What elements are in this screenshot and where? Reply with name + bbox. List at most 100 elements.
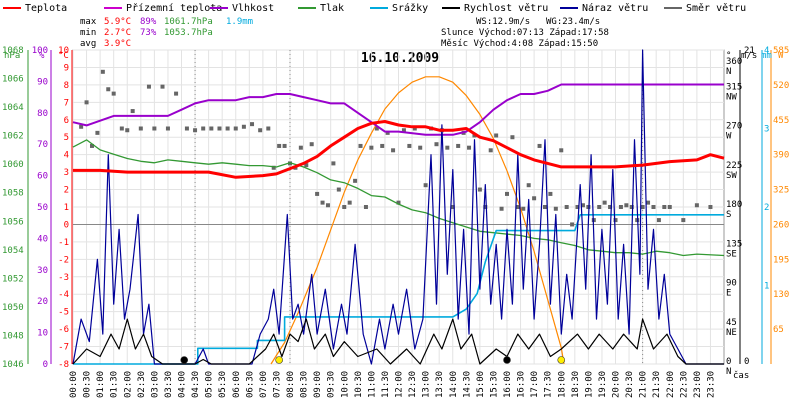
temperature-line bbox=[73, 120, 725, 179]
axes: hPa% °C1046104810501052105410561058106010… bbox=[2, 46, 789, 398]
degc-tick-3: 3 bbox=[64, 168, 69, 178]
w-tick-455: 455 bbox=[773, 116, 789, 126]
wind-dir-point-51 bbox=[401, 128, 406, 133]
legend-label-2: Vlhkost bbox=[232, 3, 274, 14]
wind-dir-point-39 bbox=[336, 187, 341, 192]
ms-tick-0: 0 bbox=[744, 357, 749, 367]
degc-tick-8: 8 bbox=[64, 81, 69, 91]
wind-dir-point-35 bbox=[315, 191, 320, 196]
wind-dir-point-27 bbox=[271, 165, 276, 170]
time-tick-33: 16:30 bbox=[517, 371, 527, 398]
wind-dir-point-16 bbox=[184, 126, 189, 131]
wind-dir-point-71 bbox=[510, 135, 515, 140]
degc-tick-2: 2 bbox=[64, 186, 69, 196]
dir-tick-deg-45: 45 bbox=[726, 318, 737, 328]
time-tick-0: 00:00 bbox=[69, 371, 79, 398]
dir-tick-name-315: NW bbox=[726, 92, 737, 102]
hpa-tick-1064: 1064 bbox=[2, 103, 24, 113]
hpa-tick-1068: 1068 bbox=[2, 46, 24, 56]
dir-tick-deg-315: 315 bbox=[726, 82, 742, 92]
w-tick-520: 520 bbox=[773, 81, 789, 91]
wind-dir-point-4 bbox=[100, 69, 105, 74]
degc-tick--4: -4 bbox=[58, 290, 69, 300]
time-tick-44: 22:00 bbox=[666, 371, 676, 398]
wind-dir-point-76 bbox=[537, 143, 542, 148]
wind-dir-point-69 bbox=[499, 206, 504, 211]
wind-dir-point-28 bbox=[277, 143, 282, 148]
degc-tick--7: -7 bbox=[58, 343, 69, 353]
time-tick-19: 09:30 bbox=[327, 371, 337, 398]
stats-temp-max: 5.9°C bbox=[104, 17, 131, 27]
wind-dir-point-24 bbox=[250, 122, 255, 127]
legend-label-6: Náraz větru bbox=[582, 2, 648, 14]
event-marker-1 bbox=[275, 356, 283, 364]
wind-dir-point-41 bbox=[347, 200, 352, 205]
time-tick-15: 07:30 bbox=[272, 371, 282, 398]
legend-label-1: Přízemní teplota bbox=[126, 2, 222, 14]
time-axis-title: čas bbox=[733, 370, 749, 381]
dir-tick-name-225: SW bbox=[726, 171, 737, 181]
time-tick-21: 10:30 bbox=[354, 371, 364, 398]
degc-tick-0: 0 bbox=[64, 220, 69, 230]
dir-tick-name-45: NE bbox=[726, 328, 737, 338]
pct-tick-50: 50 bbox=[37, 203, 48, 213]
time-tick-31: 15:30 bbox=[489, 371, 499, 398]
wind-dir-point-91 bbox=[618, 205, 623, 209]
wind-dir-point-52 bbox=[407, 143, 412, 148]
time-tick-30: 15:00 bbox=[476, 371, 486, 398]
dir-tick-deg-90: 90 bbox=[726, 279, 737, 289]
wind-dir-point-101 bbox=[681, 218, 686, 223]
stats-hum-min: 73% bbox=[140, 28, 157, 38]
wind-dir-point-36 bbox=[320, 200, 325, 205]
pct-tick-40: 40 bbox=[37, 234, 48, 244]
wind-dir-point-72 bbox=[515, 205, 520, 209]
dir-tick-deg-360: 360 bbox=[726, 57, 742, 67]
time-tick-17: 08:30 bbox=[300, 371, 310, 398]
time-tick-9: 04:30 bbox=[191, 371, 201, 398]
time-tick-28: 14:00 bbox=[449, 371, 459, 398]
wind-dir-point-15 bbox=[174, 91, 179, 96]
time-tick-29: 14:30 bbox=[462, 371, 472, 398]
wind-dir-point-20 bbox=[217, 126, 222, 131]
wind-dir-point-37 bbox=[325, 203, 330, 208]
wind-dir-point-103 bbox=[708, 205, 713, 209]
mm-tick-3: 3 bbox=[764, 125, 769, 135]
wind-dir-point-18 bbox=[201, 126, 206, 131]
degc-tick-5: 5 bbox=[64, 133, 69, 143]
wind-dir-point-3 bbox=[95, 130, 100, 135]
wind-dir-point-23 bbox=[241, 124, 246, 129]
time-tick-24: 12:00 bbox=[395, 371, 405, 398]
w-tick-195: 195 bbox=[773, 255, 789, 265]
wind-dir-point-21 bbox=[225, 126, 230, 131]
time-tick-22: 11:00 bbox=[367, 371, 377, 398]
hpa-tick-1046: 1046 bbox=[2, 360, 24, 370]
wind-dir-point-61 bbox=[456, 143, 461, 148]
degc-tick-10: 10 bbox=[58, 46, 69, 56]
wind-dir-point-59 bbox=[445, 145, 450, 150]
wind-dir-point-45 bbox=[369, 145, 374, 150]
wind-dir-point-93 bbox=[629, 205, 634, 209]
hpa-tick-1058: 1058 bbox=[2, 189, 24, 199]
time-tick-23: 11:30 bbox=[381, 371, 391, 398]
time-tick-20: 10:00 bbox=[340, 371, 350, 398]
degc-tick-7: 7 bbox=[64, 98, 69, 108]
ms-tick-21: 21 bbox=[744, 46, 755, 56]
stats-label-avg: avg bbox=[80, 39, 96, 49]
time-tick-32: 16:00 bbox=[503, 371, 513, 398]
time-tick-35: 17:30 bbox=[544, 371, 554, 398]
w-tick-325: 325 bbox=[773, 186, 789, 196]
time-tick-18: 09:00 bbox=[313, 371, 323, 398]
time-tick-37: 18:30 bbox=[571, 371, 581, 398]
time-tick-42: 21:00 bbox=[639, 371, 649, 398]
wind-dir-point-90 bbox=[613, 218, 618, 223]
pct-tick-60: 60 bbox=[37, 172, 48, 182]
wind-dir-point-12 bbox=[152, 126, 157, 131]
time-tick-6: 03:00 bbox=[150, 371, 160, 398]
wind-dir-point-33 bbox=[304, 163, 309, 168]
time-tick-11: 05:30 bbox=[218, 371, 228, 398]
wind-dir-point-70 bbox=[505, 191, 509, 196]
stats-panel: max 5.9°C 89% 1061.7hPa 1.9mm min 2.7°C 73% 1053… bbox=[80, 17, 609, 49]
wind-dir-point-100 bbox=[667, 205, 672, 209]
dir-tick-deg-270: 270 bbox=[726, 122, 742, 132]
chart-date-title: 16.10.2009 bbox=[361, 51, 439, 66]
